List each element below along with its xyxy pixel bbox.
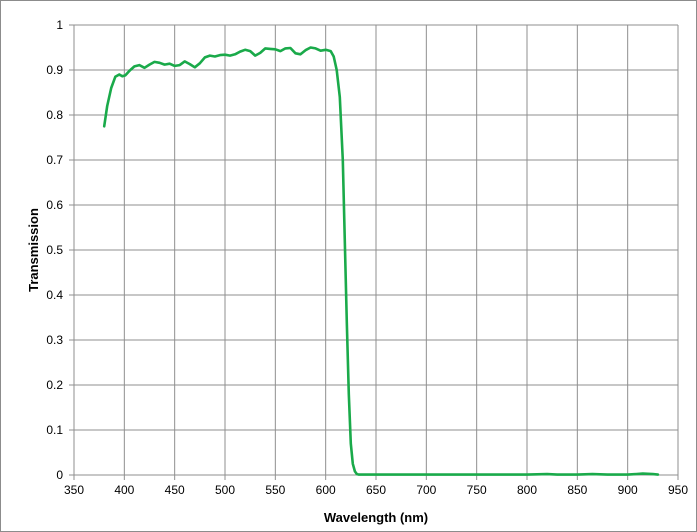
x-tick-label: 700 xyxy=(416,483,436,497)
y-tick-label: 0.1 xyxy=(46,423,63,437)
x-tick-label: 950 xyxy=(668,483,688,497)
y-tick-label: 0.5 xyxy=(46,243,63,257)
y-axis-title: Transmission xyxy=(26,208,41,292)
x-tick-label: 650 xyxy=(366,483,386,497)
x-axis-title: Wavelength (nm) xyxy=(324,510,428,525)
y-tick-label: 0.8 xyxy=(46,108,63,122)
x-tick-label: 800 xyxy=(517,483,537,497)
y-tick-label: 0.6 xyxy=(46,198,63,212)
y-tick-label: 0.7 xyxy=(46,153,63,167)
x-tick-label: 900 xyxy=(618,483,638,497)
grid-lines xyxy=(69,24,679,480)
y-tick-label: 0.3 xyxy=(46,333,63,347)
x-tick-label: 600 xyxy=(316,483,336,497)
y-tick-label: 1 xyxy=(56,18,63,32)
x-tick-label: 350 xyxy=(64,483,84,497)
y-tick-label: 0.2 xyxy=(46,378,63,392)
x-tick-label: 750 xyxy=(467,483,487,497)
x-tick-label: 550 xyxy=(265,483,285,497)
y-tick-label: 0 xyxy=(56,468,63,482)
x-tick-label: 500 xyxy=(215,483,235,497)
x-tick-label: 450 xyxy=(165,483,185,497)
x-tick-label: 850 xyxy=(567,483,587,497)
y-tick-label: 0.4 xyxy=(46,288,63,302)
tick-labels: 350 400 450 500 550 600 650 700 750 800 850 900 950 0… xyxy=(46,18,688,497)
transmission-curve xyxy=(102,46,660,476)
x-tick-label: 400 xyxy=(114,483,134,497)
y-tick-label: 0.9 xyxy=(46,63,63,77)
